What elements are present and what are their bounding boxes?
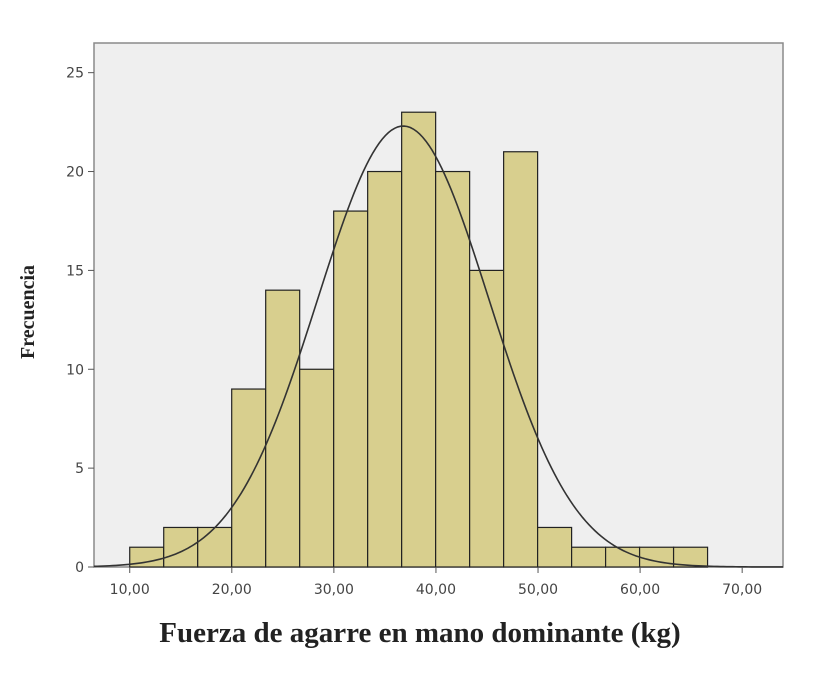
histogram-bar xyxy=(469,269,505,568)
histogram-bar xyxy=(197,526,233,568)
histogram-bar xyxy=(537,526,573,568)
histogram-bar xyxy=(571,546,607,568)
y-axis-title: Frecuencia xyxy=(17,265,39,359)
y-tick-label: 20 xyxy=(66,165,84,181)
histogram-bar xyxy=(163,526,199,568)
normal-curve xyxy=(93,125,784,568)
x-tick-label: 60,00 xyxy=(620,582,660,598)
x-tick-label: 40,00 xyxy=(416,582,456,598)
x-tick-label: 10,00 xyxy=(110,582,150,598)
histogram-bar xyxy=(265,289,301,568)
x-tick-label: 20,00 xyxy=(212,582,252,598)
y-tick-label: 15 xyxy=(66,263,84,279)
histogram-bar xyxy=(299,368,335,568)
x-axis: 10,00 20,00 30,00 40,00 50,00 60,00 70,00 xyxy=(110,567,762,598)
y-tick-label: 0 xyxy=(75,560,84,576)
y-tick-label: 25 xyxy=(66,66,84,82)
histogram-bar xyxy=(672,546,709,568)
bars-layer xyxy=(129,111,709,568)
histogram-bar xyxy=(367,170,403,568)
y-tick-label: 5 xyxy=(75,461,84,477)
y-tick-label: 10 xyxy=(66,362,84,378)
histogram-bar xyxy=(333,210,369,568)
histogram-bar xyxy=(401,111,437,568)
histogram-bar xyxy=(231,388,267,568)
histogram-bar xyxy=(435,170,471,568)
x-tick-label: 30,00 xyxy=(314,582,354,598)
y-axis: 0 5 10 15 20 25 xyxy=(66,66,94,576)
x-axis-title: Fuerza de agarre en mano dominante (kg) xyxy=(159,617,680,649)
x-tick-label: 70,00 xyxy=(722,582,762,598)
x-tick-label: 50,00 xyxy=(518,582,558,598)
